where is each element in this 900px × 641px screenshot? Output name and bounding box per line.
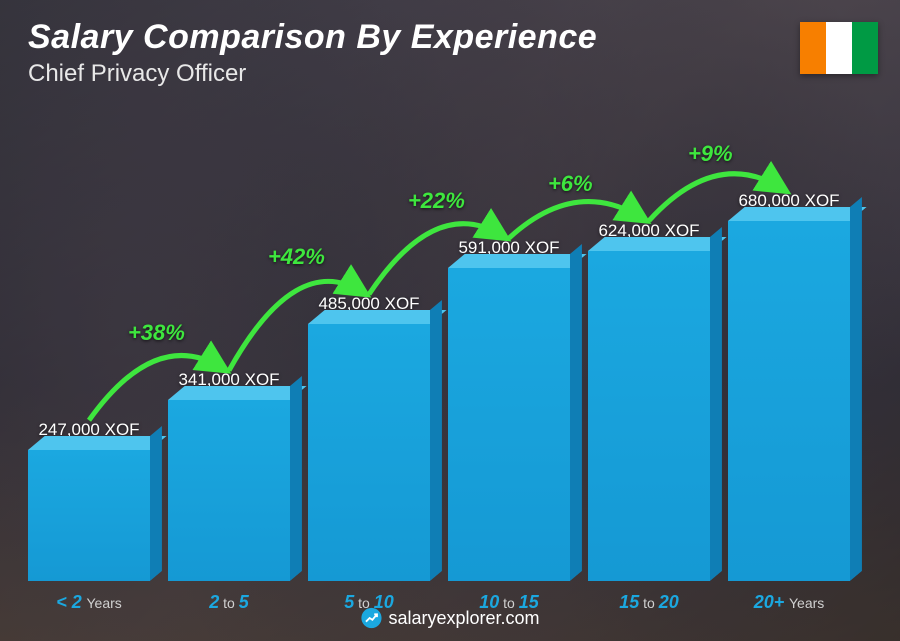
- bar: [308, 324, 430, 581]
- bar: [588, 251, 710, 581]
- growth-label: +42%: [268, 244, 325, 270]
- x-axis-label: 2 to 5: [209, 592, 249, 613]
- growth-label: +38%: [128, 320, 185, 346]
- x-axis-label: 15 to 20: [619, 592, 679, 613]
- logo-icon: [360, 607, 382, 629]
- bar: [728, 221, 850, 581]
- footer: salaryexplorer.com: [360, 607, 539, 629]
- flag-stripe-white: [826, 22, 852, 74]
- x-axis-label: 20+ Years: [754, 592, 825, 613]
- growth-label: +9%: [688, 141, 733, 167]
- main-title: Salary Comparison By Experience: [28, 18, 597, 57]
- infographic-container: Salary Comparison By Experience Chief Pr…: [0, 0, 900, 641]
- bar: [448, 268, 570, 581]
- growth-label: +22%: [408, 188, 465, 214]
- bar: [168, 400, 290, 581]
- bar-group-4: 624,000 XOF15 to 20: [588, 221, 710, 581]
- bar: [28, 450, 150, 581]
- country-flag: [800, 22, 878, 74]
- flag-stripe-green: [852, 22, 878, 74]
- bar-group-5: 680,000 XOF20+ Years: [728, 191, 850, 581]
- footer-text: salaryexplorer.com: [388, 608, 539, 629]
- bar-group-2: 485,000 XOF5 to 10: [308, 294, 430, 581]
- flag-stripe-orange: [800, 22, 826, 74]
- x-axis-label: < 2 Years: [56, 592, 122, 613]
- bar-group-3: 591,000 XOF10 to 15: [448, 238, 570, 581]
- bar-group-1: 341,000 XOF2 to 5: [168, 370, 290, 581]
- bar-group-0: 247,000 XOF< 2 Years: [28, 420, 150, 581]
- growth-label: +6%: [548, 171, 593, 197]
- subtitle: Chief Privacy Officer: [28, 60, 246, 88]
